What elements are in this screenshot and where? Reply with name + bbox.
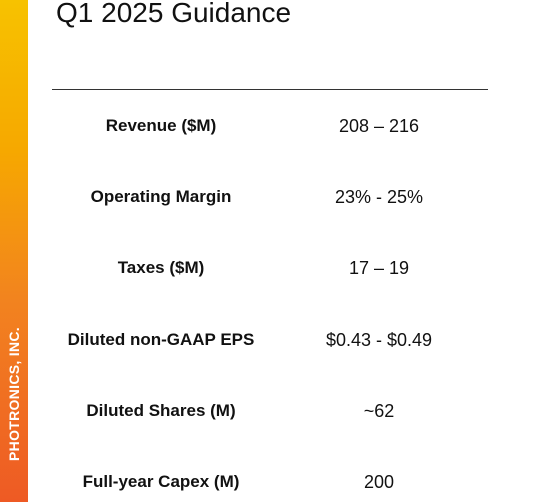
guidance-row-eps: Diluted non-GAAP EPS $0.43 - $0.49	[52, 325, 488, 355]
row-value: ~62	[363, 401, 395, 421]
row-label: Diluted non-GAAP EPS	[67, 330, 255, 349]
guidance-row-capex: Full-year Capex (M) 200	[52, 467, 488, 497]
row-value: 208 – 216	[338, 116, 420, 136]
guidance-row-operating-margin: Operating Margin 23% - 25%	[52, 182, 488, 212]
company-name: PHOTRONICS, INC.	[6, 327, 22, 461]
row-label: Diluted Shares (M)	[86, 401, 236, 420]
guidance-row-revenue: Revenue ($M) 208 – 216	[52, 111, 488, 141]
row-value: 200	[363, 472, 395, 492]
row-value: $0.43 - $0.49	[325, 330, 433, 350]
page-title: Q1 2025 Guidance	[56, 0, 292, 28]
guidance-row-taxes: Taxes ($M) 17 – 19	[52, 253, 488, 283]
guidance-row-diluted-shares: Diluted Shares (M) ~62	[52, 396, 488, 426]
row-value: 17 – 19	[348, 258, 410, 278]
row-label: Revenue ($M)	[105, 116, 217, 135]
brand-side-bar: PHOTRONICS, INC.	[0, 0, 28, 502]
row-label: Operating Margin	[90, 187, 232, 206]
row-label: Taxes ($M)	[117, 258, 205, 277]
row-label: Full-year Capex (M)	[82, 472, 240, 491]
row-value: 23% - 25%	[334, 187, 424, 207]
divider	[52, 89, 488, 90]
